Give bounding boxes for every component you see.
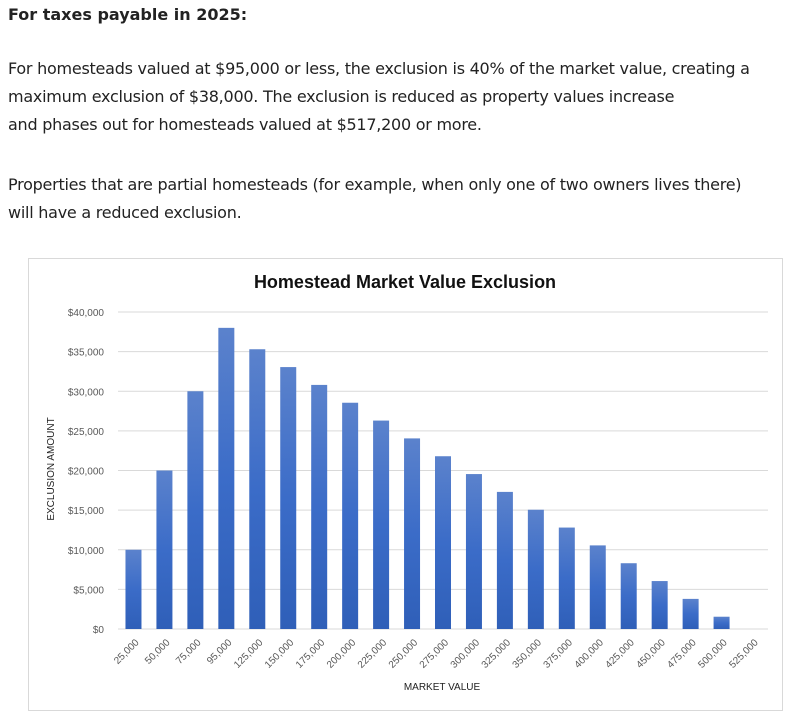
bar	[589, 545, 606, 629]
x-tick-label: 500,000	[696, 637, 730, 671]
y-axis-label: EXCLUSION AMOUNT	[46, 417, 57, 520]
y-tick-label: $10,000	[68, 546, 105, 557]
bar	[496, 491, 513, 629]
x-tick-label: 450,000	[634, 637, 668, 671]
x-tick-label: 150,000	[263, 637, 297, 671]
bar	[465, 474, 482, 629]
bar	[435, 456, 451, 629]
bar	[156, 470, 173, 629]
x-tick-label: 75,000	[174, 637, 204, 667]
bar	[280, 367, 297, 629]
y-tick-label: $20,000	[68, 467, 105, 478]
x-tick-label: 50,000	[143, 637, 173, 667]
x-tick-label: 175,000	[294, 637, 328, 671]
bar	[311, 384, 328, 629]
x-tick-label: 300,000	[449, 637, 483, 671]
bar	[404, 438, 421, 629]
x-tick-label: 375,000	[542, 637, 576, 671]
bar	[125, 549, 142, 629]
x-tick-label: 525,000	[727, 637, 761, 671]
x-tick-label: 275,000	[418, 637, 452, 671]
y-tick-label: $0	[93, 625, 105, 636]
x-tick-label: 250,000	[387, 637, 421, 671]
bar	[651, 581, 668, 629]
x-axis-label: MARKET VALUE	[404, 682, 481, 693]
x-tick-label: 400,000	[573, 637, 607, 671]
x-tick-label: 225,000	[356, 637, 390, 671]
bar	[373, 420, 390, 629]
x-tick-label: 350,000	[511, 637, 545, 671]
y-tick-label: $35,000	[68, 348, 105, 359]
bar-chart: Homestead Market Value Exclusion MARKET …	[46, 272, 768, 693]
x-tick-label: 325,000	[480, 637, 514, 671]
bar	[342, 402, 359, 629]
x-tick-label: 95,000	[205, 637, 235, 667]
y-tick-label: $40,000	[68, 308, 105, 319]
bar	[558, 527, 575, 629]
x-tick-label: 200,000	[325, 637, 359, 671]
bar	[682, 598, 699, 629]
bar	[620, 563, 637, 629]
y-tick-label: $30,000	[68, 387, 105, 398]
y-tick-label: $5,000	[73, 585, 104, 596]
paragraph-partial-homestead: Properties that are partial homesteads (…	[8, 171, 799, 227]
text-line: and phases out for homesteads valued at …	[8, 115, 482, 134]
chart-container: Homestead Market Value Exclusion MARKET …	[28, 258, 783, 711]
paragraph-exclusion: For homesteads valued at $95,000 or less…	[8, 55, 799, 139]
y-tick-label: $25,000	[68, 427, 105, 438]
chart-title: Homestead Market Value Exclusion	[254, 272, 556, 292]
text-line: For homesteads valued at $95,000 or less…	[8, 59, 750, 78]
bar	[713, 616, 730, 629]
bar	[249, 349, 266, 629]
text-line: will have a reduced exclusion.	[8, 203, 242, 222]
x-tick-label: 25,000	[112, 637, 142, 667]
x-tick-label: 475,000	[665, 637, 699, 671]
y-tick-label: $15,000	[68, 506, 105, 517]
x-tick-label: 125,000	[232, 637, 266, 671]
text-line: Properties that are partial homesteads (…	[8, 175, 742, 194]
bar	[218, 327, 235, 629]
bar	[187, 391, 204, 629]
bar	[527, 509, 544, 629]
text-line: maximum exclusion of $38,000. The exclus…	[8, 87, 675, 106]
section-heading: For taxes payable in 2025:	[8, 5, 248, 24]
x-tick-label: 425,000	[603, 637, 637, 671]
